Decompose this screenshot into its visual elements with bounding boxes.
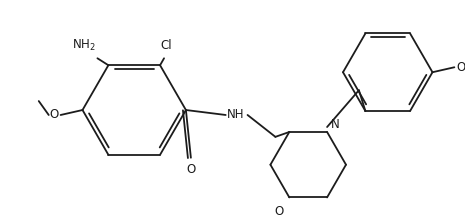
Text: NH$_2$: NH$_2$ [72, 38, 95, 53]
Text: NH: NH [227, 108, 245, 121]
Text: O: O [457, 61, 465, 74]
Text: O: O [275, 205, 284, 218]
Text: O: O [186, 163, 195, 176]
Text: N: N [331, 118, 339, 131]
Text: O: O [49, 108, 58, 121]
Text: Cl: Cl [160, 39, 172, 52]
